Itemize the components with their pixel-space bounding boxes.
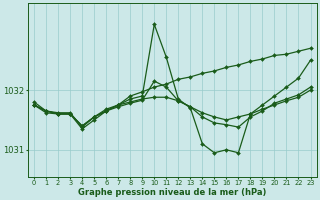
X-axis label: Graphe pression niveau de la mer (hPa): Graphe pression niveau de la mer (hPa) [78, 188, 267, 197]
